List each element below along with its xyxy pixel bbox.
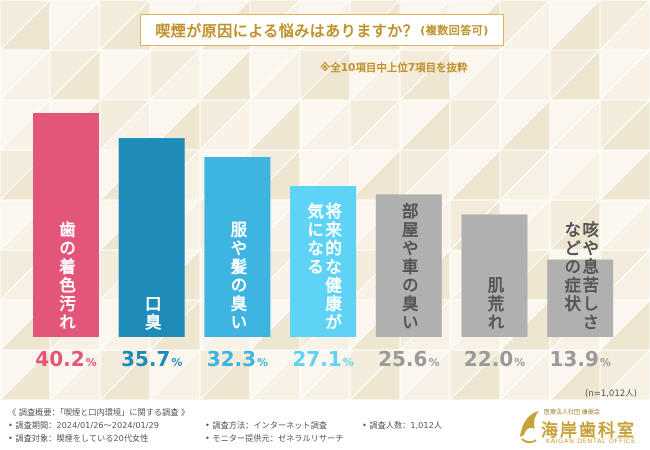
value-label-7: 13.9% bbox=[550, 347, 611, 371]
survey-count: • 調査人数：1,012人 bbox=[362, 420, 442, 430]
bar-label-6: 肌荒れ bbox=[485, 276, 505, 332]
bar-label-7-line-1: 咳や息苦しさ bbox=[580, 220, 599, 332]
value-label-5: 25.6% bbox=[378, 347, 439, 371]
bar-label-1: 歯の着色汚れ bbox=[57, 220, 77, 332]
survey-period: • 調査期間：2024/01/26～2024/01/29 bbox=[8, 420, 159, 430]
chart-note: ※全10項目中上位7項目を抜粋 bbox=[320, 62, 468, 74]
bar-4 bbox=[290, 185, 357, 337]
bar-3 bbox=[204, 157, 271, 337]
bar-1 bbox=[33, 113, 99, 337]
bar-chart: 歯の着色汚れ 40.2% 口臭 35.7% 服や髪の臭い 32.3% 将来的な健康が気になる… bbox=[33, 113, 614, 371]
value-label-1: 40.2% bbox=[35, 347, 96, 371]
value-label-4: 27.1% bbox=[292, 347, 353, 371]
bar-label-7-line-2: などの症状 bbox=[562, 221, 581, 314]
chart-title-main: 喫煙が原因による悩みはありますか？ bbox=[155, 21, 419, 40]
bar-5 bbox=[375, 194, 442, 337]
bar-7 bbox=[547, 259, 614, 337]
survey-target: • 調査対象：喫煙をしている20代女性 bbox=[8, 433, 149, 443]
survey-overview: 《 調査概要：「喫煙と口内環境」に関する調査 》 bbox=[8, 407, 190, 417]
chart-title-sub: (複数回答可) bbox=[420, 24, 489, 37]
sample-size-note: (n=1,012人) bbox=[585, 389, 637, 399]
bar-2 bbox=[118, 138, 185, 337]
logo-clinic-name: 海岸歯科室 bbox=[541, 421, 636, 441]
dolphin-icon bbox=[520, 411, 539, 444]
logo-english-name: KAIGAN DENTAL OFFICE bbox=[546, 437, 636, 445]
bar-label-4-line-2: 気になる bbox=[305, 201, 325, 276]
bar-label-3: 服や髪の臭い bbox=[228, 221, 248, 332]
value-label-3: 32.3% bbox=[207, 347, 268, 371]
survey-method: • 調査方法：インターネット調査 bbox=[205, 420, 328, 430]
value-label-6: 22.0% bbox=[464, 347, 525, 371]
bar-6 bbox=[461, 214, 528, 337]
bar-label-2: 口臭 bbox=[142, 295, 161, 332]
chart-title: 喫煙が原因による悩みはありますか？ (複数回答可) bbox=[140, 14, 504, 46]
bar-label-4-line-1: 将来的な健康が bbox=[323, 201, 343, 332]
value-label-2: 35.7% bbox=[121, 347, 182, 371]
survey-provider: • モニター提供元：ゼネラルリサーチ bbox=[205, 433, 344, 443]
clinic-logo: 医療法人社団 康樹会 海岸歯科室 KAIGAN DENTAL OFFICE bbox=[516, 404, 646, 446]
bar-label-5: 部屋や車の臭い bbox=[399, 201, 418, 332]
survey-footer bbox=[0, 400, 650, 450]
logo-corp-name: 医療法人社団 康樹会 bbox=[544, 409, 600, 416]
